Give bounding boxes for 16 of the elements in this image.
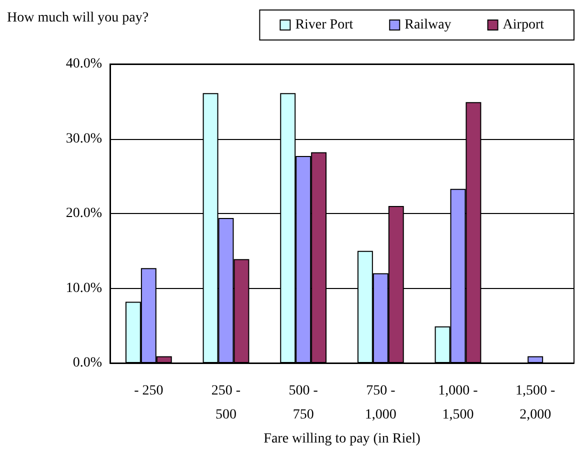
x-tick-label: 250 - 500 (211, 384, 241, 422)
legend-label: Railway (404, 18, 452, 32)
x-tick-label: - 250 (134, 384, 164, 398)
y-tick-label: 20.0% (66, 206, 102, 221)
x-tick-label: 1,500 - 2,000 (515, 384, 556, 422)
legend-label: River Port (295, 18, 354, 32)
legend-label: Airport (502, 18, 544, 32)
y-tick-label: 30.0% (66, 131, 102, 146)
chart-title: How much will you pay? (7, 10, 149, 26)
y-tick-label: 40.0% (66, 56, 102, 72)
x-tick-label: 750 - 1,000 (364, 384, 396, 422)
x-tick-label: 500 - 750 (288, 384, 318, 422)
y-tick-label: 0.0% (72, 356, 102, 370)
x-tick-label: 1,000 - 1,500 (438, 384, 478, 422)
y-tick-label: 10.0% (66, 280, 102, 296)
x-axis-title: Fare willing to pay (in Riel) (264, 431, 421, 446)
